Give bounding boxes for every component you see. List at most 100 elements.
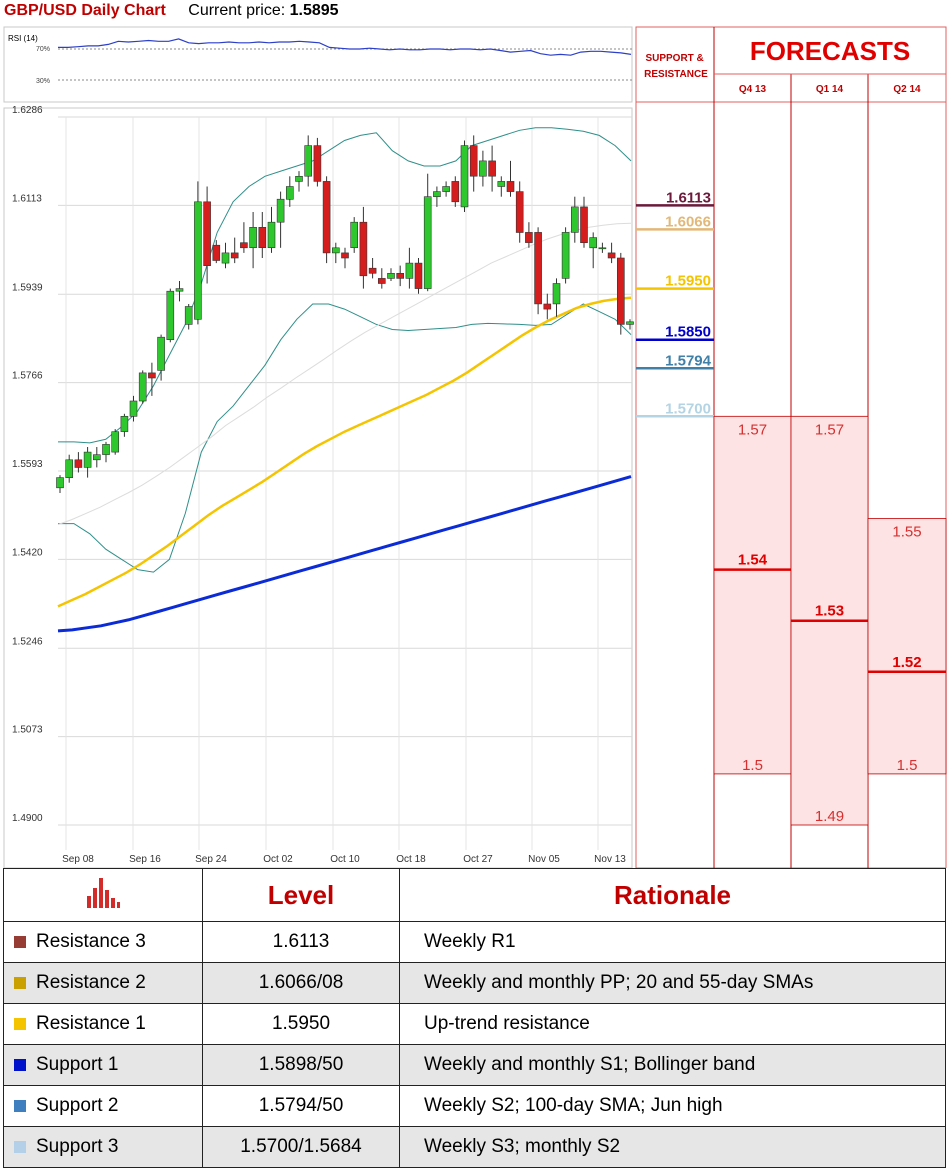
candle-body bbox=[295, 176, 303, 182]
level-value: 1.5794/50 bbox=[202, 1085, 400, 1127]
candle-body bbox=[626, 321, 634, 325]
table-row: Resistance 3 1.6113 Weekly R1 bbox=[3, 921, 946, 963]
forecast-mid-label: 1.53 bbox=[815, 603, 844, 620]
level-name: Support 3 bbox=[36, 1136, 119, 1157]
candle-body bbox=[249, 227, 257, 249]
sr-header-line2: RESISTANCE bbox=[644, 69, 708, 80]
candle-body bbox=[331, 247, 340, 254]
candle-body bbox=[479, 160, 487, 177]
candle-body bbox=[166, 290, 175, 341]
table-row: Support 1 1.5898/50 Weekly and monthly S1;… bbox=[3, 1044, 946, 1086]
x-tick-label: Sep 24 bbox=[195, 854, 227, 865]
y-tick-label: 1.4900 bbox=[12, 813, 43, 824]
level-rationale: Weekly S3; monthly S2 bbox=[399, 1126, 946, 1168]
table-row: Resistance 2 1.6066/08 Weekly and monthly … bbox=[3, 962, 946, 1004]
y-axis-ticks: 1.6286 1.6113 1.5939 1.5766 1.5593 1.5420 1.52… bbox=[12, 105, 43, 824]
candle-body bbox=[65, 459, 73, 478]
table-row: Resistance 1 1.5950 Up-trend resistance bbox=[3, 1003, 946, 1045]
candle-body bbox=[230, 252, 239, 259]
table-header-row: Level Rationale bbox=[3, 868, 946, 922]
candle-body bbox=[451, 181, 460, 203]
candle-body bbox=[157, 336, 165, 371]
x-axis-ticks: Sep 08 Sep 16 Sep 24 Oct 02 Oct 10 Oct 18 Oct … bbox=[62, 854, 626, 865]
x-tick-label: Oct 18 bbox=[396, 854, 426, 865]
forecast-high-label: 1.55 bbox=[892, 524, 921, 541]
candle-body bbox=[616, 257, 625, 325]
candle-body bbox=[580, 206, 588, 243]
candle-body bbox=[598, 247, 607, 250]
candle-body bbox=[120, 415, 129, 432]
candle-body bbox=[212, 244, 221, 261]
level-swatch bbox=[14, 1018, 26, 1030]
candle-body bbox=[368, 267, 377, 274]
candle-body bbox=[175, 288, 184, 292]
candle-body bbox=[534, 232, 542, 305]
chart-header: GBP/USD Daily Chart Current price: 1.589… bbox=[4, 2, 339, 24]
quarter-header: Q2 14 bbox=[893, 84, 921, 95]
candle-body bbox=[341, 252, 349, 259]
rsi-30-label: 30% bbox=[36, 78, 50, 85]
candle-body bbox=[414, 262, 423, 289]
candle-body bbox=[56, 477, 64, 489]
forecasts-title: FORECASTS bbox=[750, 36, 910, 66]
forecast-mid-label: 1.52 bbox=[892, 654, 921, 671]
candle-body bbox=[74, 459, 83, 468]
candle-body bbox=[488, 160, 496, 177]
side-panel: SUPPORT & RESISTANCE FORECASTS Q4 13 Q1 1… bbox=[635, 26, 947, 868]
x-tick-label: Nov 05 bbox=[528, 854, 560, 865]
level-rationale: Weekly and monthly S1; Bollinger band bbox=[399, 1044, 946, 1086]
candle-body bbox=[267, 221, 276, 248]
rsi-label: RSI (14) bbox=[8, 34, 38, 43]
rsi-frame bbox=[3, 26, 633, 103]
level-name-cell: Support 3 bbox=[3, 1126, 203, 1168]
rsi-panel: RSI (14) 70% 30% bbox=[3, 26, 633, 103]
bollinger-lower-line bbox=[58, 303, 632, 573]
level-name-cell: Support 2 bbox=[3, 1085, 203, 1127]
forecast-high-label: 1.57 bbox=[815, 421, 844, 438]
candle-body bbox=[240, 242, 248, 249]
level-rationale: Weekly and monthly PP; 20 and 55-day SMA… bbox=[399, 962, 946, 1004]
table-body: Resistance 3 1.6113 Weekly R1 Resistance 2 1… bbox=[3, 921, 946, 1168]
candle-body bbox=[276, 198, 285, 223]
candle-body bbox=[433, 191, 441, 198]
y-tick-label: 1.6286 bbox=[12, 105, 43, 116]
level-value: 1.6066/08 bbox=[202, 962, 400, 1004]
candle-body bbox=[184, 306, 193, 325]
candle-body bbox=[442, 186, 450, 192]
candle-body bbox=[258, 227, 267, 249]
x-tick-label: Sep 08 bbox=[62, 854, 94, 865]
candle-body bbox=[589, 237, 598, 249]
sr-header-line1: SUPPORT & bbox=[645, 53, 703, 64]
price-frame bbox=[3, 107, 633, 868]
candle-body bbox=[304, 145, 313, 177]
rsi-70-label: 70% bbox=[36, 46, 50, 53]
candle-body bbox=[469, 145, 478, 177]
candle-body bbox=[203, 201, 211, 267]
candle-body bbox=[396, 272, 405, 279]
level-rationale: Weekly R1 bbox=[399, 921, 946, 963]
candle-body bbox=[313, 145, 322, 182]
table-header-icon-cell bbox=[3, 868, 203, 922]
x-tick-label: Oct 10 bbox=[330, 854, 360, 865]
y-tick-label: 1.5939 bbox=[12, 282, 43, 293]
candle-body bbox=[93, 454, 101, 461]
candle-body bbox=[543, 303, 552, 310]
level-rationale: Weekly S2; 100-day SMA; Jun high bbox=[399, 1085, 946, 1127]
quarter-headers: Q4 13 Q1 14 Q2 14 bbox=[739, 84, 921, 95]
quarter-header: Q4 13 bbox=[739, 84, 767, 95]
candle-body bbox=[322, 181, 331, 254]
levels-table: Level Rationale Resistance 3 1.6113 Weekly… bbox=[3, 868, 946, 1168]
candle-body bbox=[83, 451, 92, 468]
candle-body bbox=[387, 272, 395, 279]
sr-level-label: 1.5850 bbox=[665, 324, 711, 341]
level-swatch bbox=[14, 1141, 26, 1153]
level-name-cell: Resistance 2 bbox=[3, 962, 203, 1004]
level-name: Resistance 3 bbox=[36, 931, 146, 952]
sma55-line bbox=[57, 296, 632, 608]
y-tick-label: 1.5766 bbox=[12, 371, 43, 382]
bollinger-upper-line bbox=[58, 127, 632, 444]
candle-body bbox=[506, 181, 515, 192]
forecast-columns: 1.57 1.54 1.5 1.57 1.53 1.49 1.55 1.52 1.5 bbox=[713, 415, 947, 826]
y-tick-label: 1.5246 bbox=[12, 636, 43, 647]
y-tick-label: 1.6113 bbox=[12, 193, 42, 204]
